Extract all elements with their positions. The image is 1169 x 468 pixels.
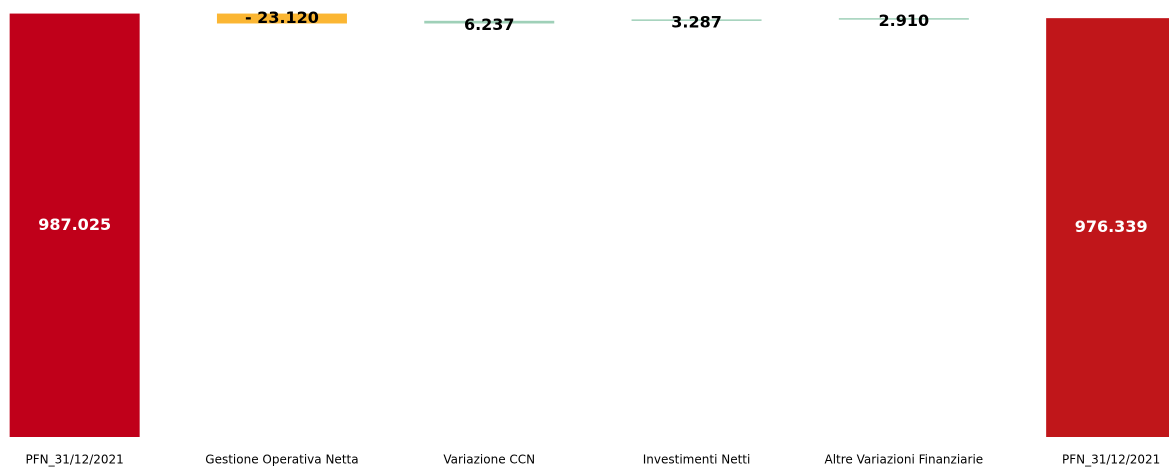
x-tick-label: Gestione Operativa Netta [205, 453, 358, 467]
data-label: 3.287 [671, 12, 722, 31]
x-tick-label: PFN_31/12/2021 [26, 453, 124, 467]
x-tick-label: Investimenti Netti [643, 453, 751, 467]
delta-bar [216, 13, 347, 24]
delta-bar [838, 18, 969, 20]
x-tick-label: PFN_31/12/2021 [1062, 453, 1160, 467]
delta-bar [631, 19, 762, 21]
data-label: 976.339 [1075, 217, 1148, 236]
total-bar [9, 13, 140, 437]
x-tick-label: Altre Variazioni Finanziarie [825, 453, 984, 467]
data-label: 6.237 [464, 15, 515, 34]
total-bar [1046, 18, 1169, 437]
data-label: - 23.120 [245, 8, 319, 27]
delta-bar [424, 20, 555, 24]
data-label: 2.910 [879, 11, 930, 30]
data-label: 987.025 [38, 215, 111, 234]
x-tick-label: Variazione CCN [443, 453, 535, 467]
